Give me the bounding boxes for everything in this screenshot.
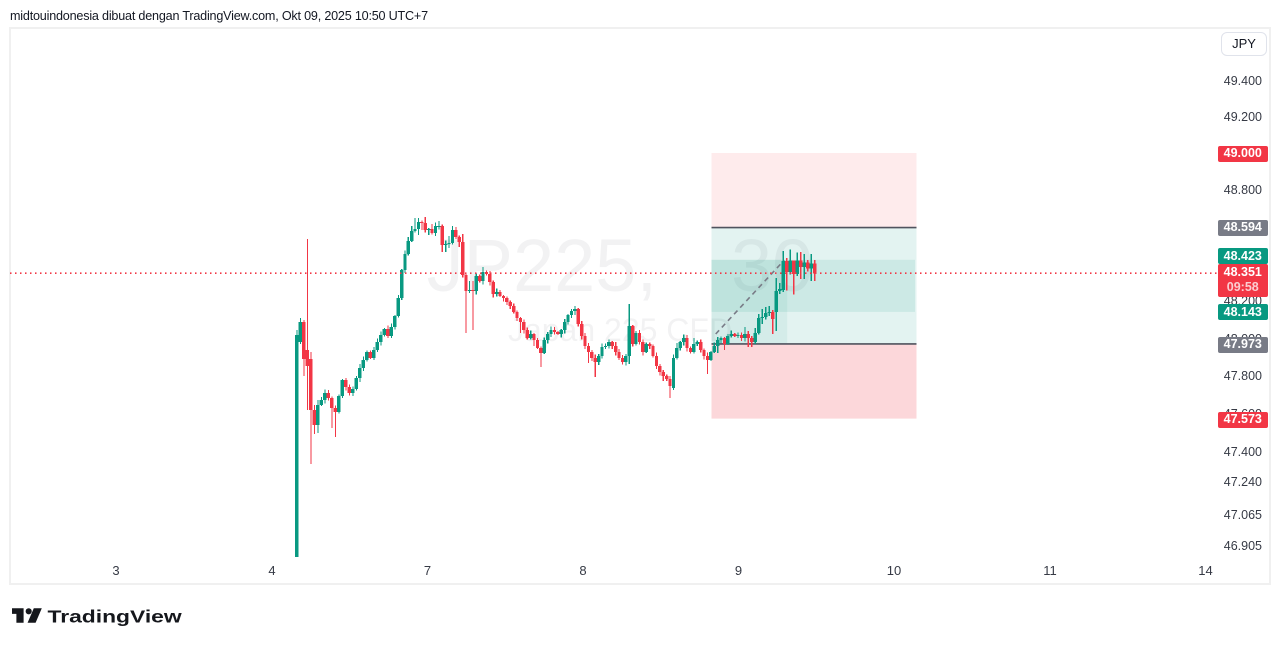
svg-text:JP225, 30: JP225, 30	[427, 224, 814, 307]
svg-text:TradingView: TradingView	[48, 607, 183, 627]
